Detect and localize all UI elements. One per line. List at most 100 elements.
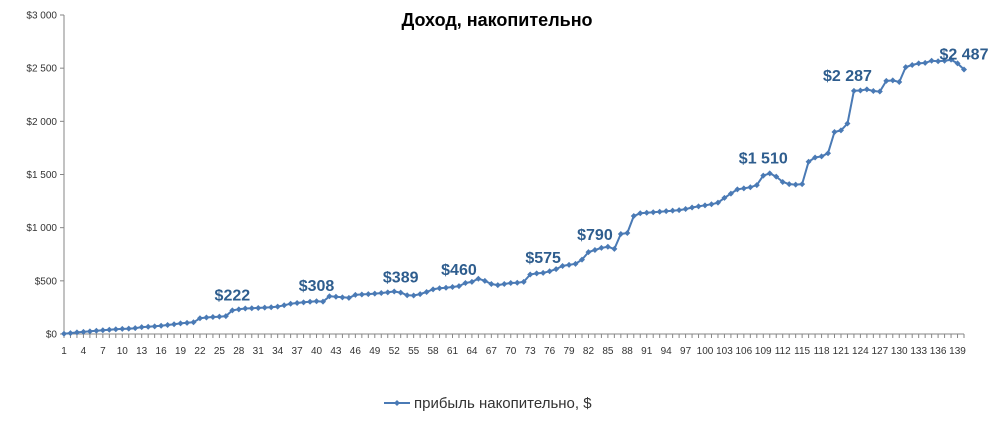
data-point [462, 279, 469, 286]
x-tick-label: 136 [930, 346, 947, 357]
chart-title: Доход, накопительно [401, 10, 592, 30]
x-tick-label: 82 [583, 346, 595, 357]
data-point [319, 298, 326, 305]
data-point [740, 185, 747, 192]
y-tick-label: $0 [46, 330, 58, 341]
data-point [274, 303, 281, 310]
data-point [507, 279, 514, 286]
data-point [915, 60, 922, 67]
x-tick-label: 16 [156, 346, 168, 357]
data-point [294, 299, 301, 306]
data-point [339, 294, 346, 301]
data-point [235, 306, 242, 313]
x-tick-label: 100 [697, 346, 714, 357]
data-label: $460 [441, 262, 477, 279]
data-point [352, 291, 359, 298]
data-point [527, 271, 534, 278]
x-tick-label: 88 [622, 346, 634, 357]
data-point [799, 181, 806, 188]
data-point [663, 208, 670, 215]
data-point [650, 209, 657, 216]
data-annotations: $222 $308 $389 $460 $575 $790 $1 510 $2 287 $2 4… [215, 47, 989, 305]
y-tick-label: $1 500 [26, 170, 57, 181]
data-point [585, 249, 592, 256]
x-tick-label: 61 [447, 346, 459, 357]
data-point [93, 327, 100, 334]
data-point [365, 291, 372, 298]
data-point [682, 206, 689, 213]
data-label: $2 287 [823, 68, 872, 85]
data-point [870, 88, 877, 95]
data-point [591, 246, 598, 253]
data-point [481, 277, 488, 284]
x-tick-label: 43 [330, 346, 342, 357]
x-tick-label: 133 [910, 346, 927, 357]
data-point [514, 279, 521, 286]
x-tick-label: 49 [369, 346, 381, 357]
y-tick-label: $2 000 [26, 117, 57, 128]
data-point [831, 128, 838, 135]
data-point [553, 266, 560, 273]
data-point [883, 77, 890, 84]
data-point [961, 66, 967, 73]
legend-marker-icon [394, 400, 400, 406]
data-point [954, 60, 961, 67]
data-point [935, 58, 942, 65]
x-axis: 1 4 7 10 13 16 19 22 25 28 31 34 37 40 43 46 49 52 55 58 61 6… [61, 333, 966, 357]
data-point [630, 212, 637, 219]
data-point [611, 245, 618, 252]
x-tick-label: 121 [833, 346, 850, 357]
data-point [643, 209, 650, 216]
data-point [766, 170, 773, 177]
x-tick-label: 28 [233, 346, 245, 357]
x-tick-label: 139 [949, 346, 966, 357]
x-tick-label: 76 [544, 346, 556, 357]
data-point [61, 330, 67, 337]
data-point [203, 314, 210, 321]
data-point [112, 326, 119, 333]
data-label: $790 [577, 227, 613, 244]
data-point [209, 313, 216, 320]
data-point [449, 284, 456, 291]
data-point [151, 323, 158, 330]
x-tick-label: 7 [100, 346, 106, 357]
data-point [397, 289, 404, 296]
legend: прибыль накопительно, $ [384, 395, 592, 412]
x-tick-label: 58 [428, 346, 440, 357]
data-point [125, 325, 132, 332]
data-point [572, 260, 579, 267]
data-point [578, 256, 585, 263]
data-point [721, 194, 728, 201]
data-label: $1 510 [739, 150, 788, 167]
x-tick-label: 34 [272, 346, 284, 357]
data-point [261, 304, 268, 311]
x-tick-label: 13 [136, 346, 148, 357]
y-tick-label: $1 000 [26, 223, 57, 234]
data-point [844, 120, 851, 127]
data-point [268, 304, 275, 311]
data-point [760, 172, 767, 179]
data-point [287, 300, 294, 307]
data-point [119, 325, 126, 332]
data-point [773, 173, 780, 180]
data-point [391, 288, 398, 295]
data-point [566, 261, 573, 268]
x-tick-label: 91 [641, 346, 653, 357]
data-point [378, 290, 385, 297]
data-point [695, 203, 702, 210]
x-tick-label: 67 [486, 346, 498, 357]
data-point [812, 154, 819, 161]
plot-series [61, 56, 967, 337]
data-point [384, 289, 391, 296]
data-point [624, 229, 631, 236]
data-point [902, 64, 909, 71]
data-point [501, 281, 508, 288]
x-tick-label: 25 [214, 346, 226, 357]
x-tick-label: 103 [716, 346, 733, 357]
data-point [307, 298, 314, 305]
data-point [443, 284, 450, 291]
legend-label: прибыль накопительно, $ [414, 395, 592, 412]
data-point [300, 299, 307, 306]
data-point [598, 244, 605, 251]
data-label: $2 487 [940, 47, 989, 64]
